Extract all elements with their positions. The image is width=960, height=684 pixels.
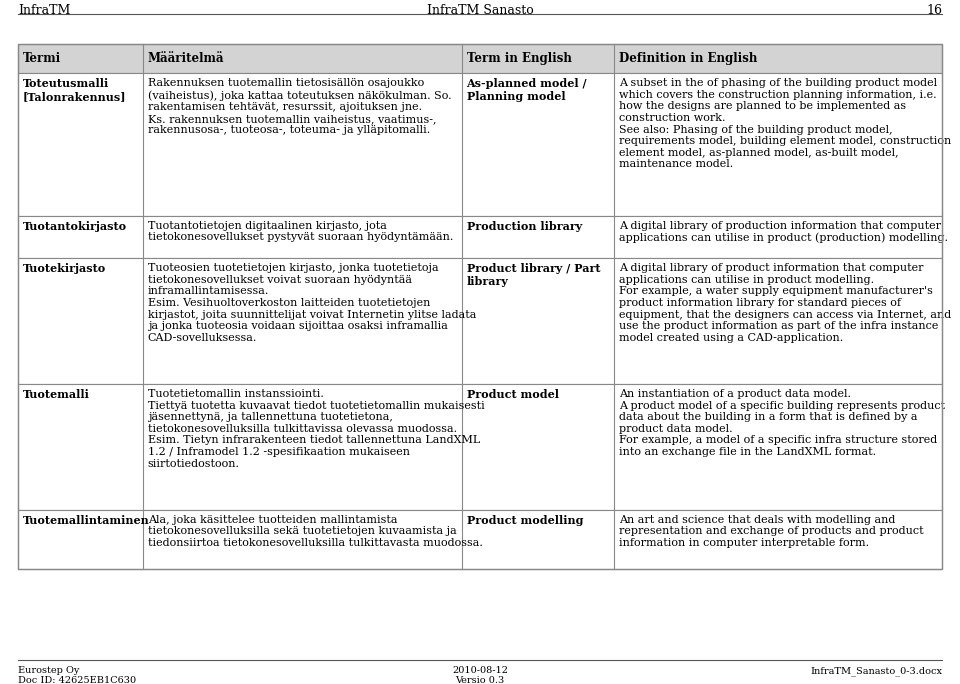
Text: Tuotemalli: Tuotemalli — [23, 389, 90, 400]
Text: Doc ID: 42625EB1C630: Doc ID: 42625EB1C630 — [18, 676, 136, 684]
Bar — [18, 384, 942, 510]
Text: As-planned model /
Planning model: As-planned model / Planning model — [467, 78, 588, 102]
Text: InfraTM Sanasto: InfraTM Sanasto — [426, 4, 534, 17]
Text: A digital library of product information that computer
applications can utilise : A digital library of product information… — [619, 263, 951, 343]
Text: Production library: Production library — [467, 220, 582, 232]
Text: InfraTM_Sanasto_0-3.docx: InfraTM_Sanasto_0-3.docx — [810, 666, 942, 676]
Text: An instantiation of a product data model.
A product model of a specific building: An instantiation of a product data model… — [619, 389, 945, 457]
Text: An art and science that deals with modelling and
representation and exchange of : An art and science that deals with model… — [619, 514, 924, 548]
Text: Rakennuksen tuotemallin tietosisällön osajoukko
(vaiheistus), joka kattaa toteut: Rakennuksen tuotemallin tietosisällön os… — [148, 78, 451, 135]
Text: 16: 16 — [926, 4, 942, 17]
Text: Tuotemallintaminen: Tuotemallintaminen — [23, 514, 150, 526]
Text: Termi: Termi — [23, 52, 61, 65]
Bar — [18, 215, 942, 259]
Bar — [18, 73, 942, 215]
Bar — [18, 44, 942, 73]
Bar — [18, 510, 942, 569]
Text: InfraTM: InfraTM — [18, 4, 70, 17]
Text: Eurostep Oy: Eurostep Oy — [18, 666, 80, 675]
Text: Tuotekirjasto: Tuotekirjasto — [23, 263, 107, 274]
Text: Term in English: Term in English — [467, 52, 571, 65]
Text: Ala, joka käsittelee tuotteiden mallintamista
tietokonesovelluksilla sekä tuotet: Ala, joka käsittelee tuotteiden mallinta… — [148, 514, 483, 548]
Text: Määritelmä: Määritelmä — [148, 52, 225, 65]
Text: A subset in the of phasing of the building product model
which covers the constr: A subset in the of phasing of the buildi… — [619, 78, 951, 170]
Text: Toteutusmalli
[Talonrakennus]: Toteutusmalli [Talonrakennus] — [23, 78, 127, 102]
Text: Tuoteosien tuotetietojen kirjasto, jonka tuotetietoja
tietokonesovellukset voiva: Tuoteosien tuotetietojen kirjasto, jonka… — [148, 263, 476, 343]
Bar — [18, 44, 942, 569]
Text: Product library / Part
library: Product library / Part library — [467, 263, 600, 287]
Text: Product model: Product model — [467, 389, 559, 400]
Text: Tuotetietomallin instanssiointi.
Tiettyä tuotetta kuvaavat tiedot tuotetietomall: Tuotetietomallin instanssiointi. Tiettyä… — [148, 389, 485, 469]
Text: Definition in English: Definition in English — [619, 52, 757, 65]
Text: Product modelling: Product modelling — [467, 514, 583, 526]
Bar — [18, 259, 942, 384]
Text: Versio 0.3: Versio 0.3 — [455, 676, 505, 684]
Text: A digital library of production information that computer
applications can utili: A digital library of production informat… — [619, 220, 948, 243]
Text: Tuotantokirjasto: Tuotantokirjasto — [23, 220, 127, 232]
Text: Tuotantotietojen digitaalinen kirjasto, jota
tietokonesovellukset pystyvät suora: Tuotantotietojen digitaalinen kirjasto, … — [148, 220, 453, 242]
Text: 2010-08-12: 2010-08-12 — [452, 666, 508, 675]
